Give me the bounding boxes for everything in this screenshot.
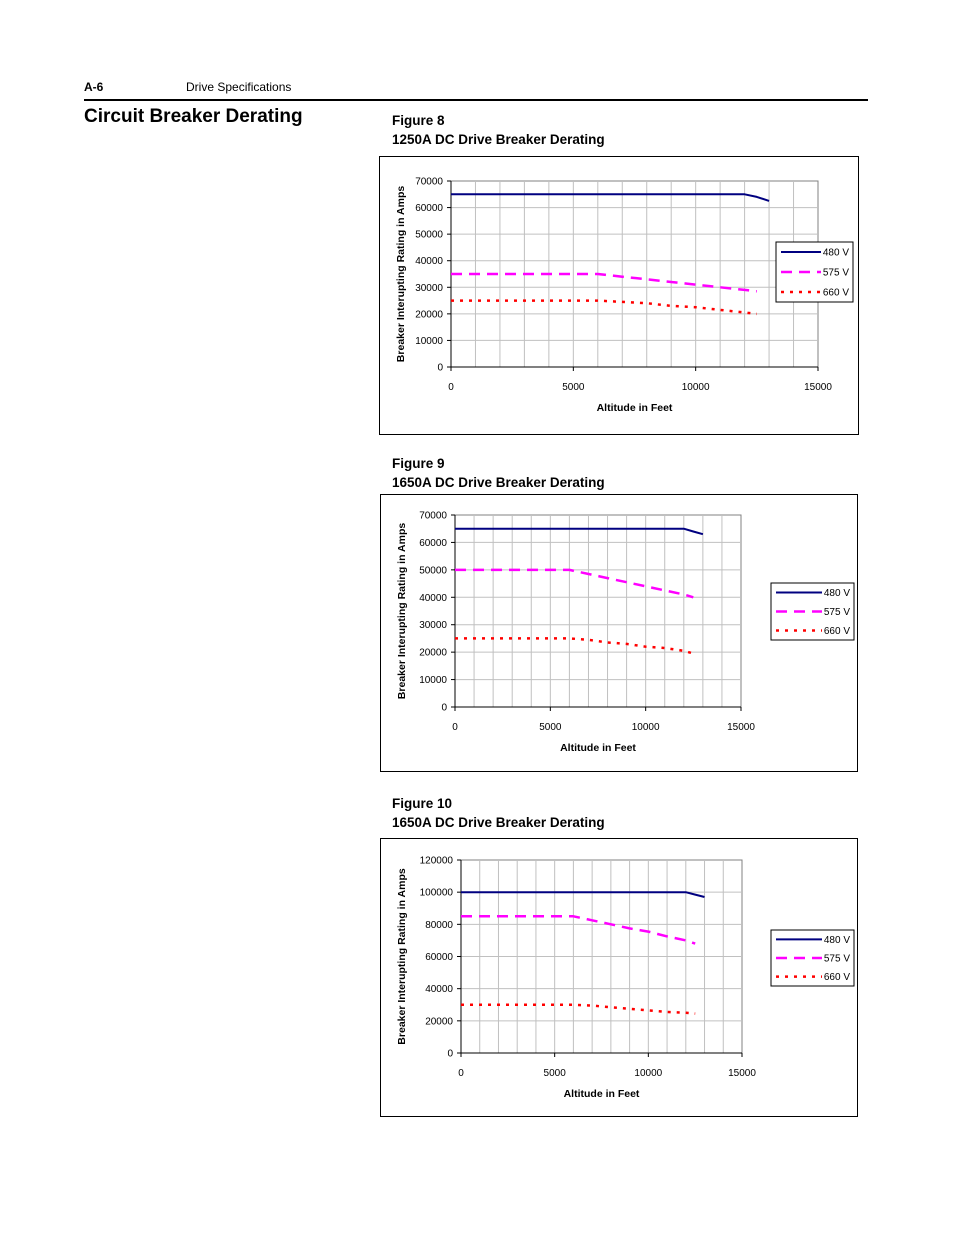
x-tick-label: 10000 bbox=[682, 382, 710, 393]
figure-9-label: Figure 9 bbox=[392, 456, 445, 471]
legend-label: 660 V bbox=[824, 972, 850, 983]
x-tick-label: 5000 bbox=[539, 722, 562, 733]
legend-label: 480 V bbox=[823, 248, 849, 259]
x-tick-label: 15000 bbox=[727, 722, 755, 733]
figure-8-caption: Figure 8 1250A DC Drive Breaker Derating bbox=[392, 111, 605, 149]
plot-area bbox=[454, 514, 742, 708]
figure-10-chart-svg: 0 20000 40000 60000 80000 100000 120000 0 5000 10… bbox=[396, 856, 855, 1100]
series-line-575v bbox=[461, 915, 696, 945]
y-tick-label: 20000 bbox=[419, 648, 447, 659]
x-tick-label: 10000 bbox=[632, 722, 660, 733]
y-tick-label: 70000 bbox=[419, 511, 447, 522]
legend: 480 V 575 V 660 V bbox=[775, 241, 854, 303]
figure-10-title: 1650A DC Drive Breaker Derating bbox=[392, 815, 605, 830]
legend-label: 480 V bbox=[824, 588, 850, 599]
y-tick-label: 0 bbox=[447, 1049, 453, 1060]
y-tick-label: 60000 bbox=[419, 538, 447, 549]
y-tick-label: 0 bbox=[437, 363, 443, 374]
y-tick-label: 70000 bbox=[415, 177, 443, 188]
y-tick-label: 20000 bbox=[425, 1016, 453, 1027]
figure-9-chart: 0 10000 20000 30000 40000 50000 60000 70000 0 500… bbox=[380, 494, 858, 772]
figure-10-caption: Figure 10 1650A DC Drive Breaker Deratin… bbox=[392, 794, 605, 832]
y-tick-label: 100000 bbox=[420, 888, 454, 899]
y-axis-title: Breaker Interupting Rating in Amps bbox=[396, 868, 408, 1045]
y-tick-label: 50000 bbox=[419, 565, 447, 576]
series-line-480v bbox=[461, 891, 705, 898]
legend-label: 660 V bbox=[824, 626, 850, 637]
y-tick-label: 20000 bbox=[415, 309, 443, 320]
series-line-660v bbox=[455, 637, 694, 655]
x-tick-label: 5000 bbox=[544, 1068, 567, 1079]
figure-8-title: 1250A DC Drive Breaker Derating bbox=[392, 132, 605, 147]
legend-label: 575 V bbox=[823, 268, 849, 279]
legend: 480 V 575 V 660 V bbox=[770, 929, 855, 987]
legend-label: 660 V bbox=[823, 288, 849, 299]
figure-8-label: Figure 8 bbox=[392, 113, 445, 128]
y-tick-label: 40000 bbox=[425, 984, 453, 995]
x-tick-label: 15000 bbox=[804, 382, 832, 393]
x-tick-label: 10000 bbox=[634, 1068, 662, 1079]
section-title: Circuit Breaker Derating bbox=[84, 106, 303, 127]
legend-label: 480 V bbox=[824, 935, 850, 946]
figure-8-chart-svg: 0 10000 20000 30000 40000 50000 60000 70000 0 500… bbox=[395, 177, 854, 414]
legend-label: 575 V bbox=[824, 954, 850, 965]
figure-8-chart: 0 10000 20000 30000 40000 50000 60000 70000 0 500… bbox=[379, 156, 859, 435]
y-tick-label: 120000 bbox=[420, 856, 454, 867]
x-tick-label: 15000 bbox=[728, 1068, 756, 1079]
header-rule bbox=[84, 99, 868, 101]
series-line-480v bbox=[451, 193, 770, 202]
y-tick-label: 0 bbox=[441, 703, 447, 714]
y-tick-label: 30000 bbox=[419, 620, 447, 631]
x-tick-label: 0 bbox=[448, 382, 454, 393]
figure-10-label: Figure 10 bbox=[392, 796, 453, 811]
y-tick-label: 40000 bbox=[415, 256, 443, 267]
y-tick-label: 10000 bbox=[415, 336, 443, 347]
running-header: Drive Specifications bbox=[186, 80, 292, 94]
x-axis-title: Altitude in Feet bbox=[560, 742, 636, 754]
series-line-575v bbox=[455, 568, 694, 599]
figure-9-chart-svg: 0 10000 20000 30000 40000 50000 60000 70000 0 500… bbox=[396, 511, 855, 754]
legend-label: 575 V bbox=[824, 607, 850, 618]
y-tick-label: 60000 bbox=[415, 203, 443, 214]
y-tick-label: 60000 bbox=[425, 952, 453, 963]
y-tick-label: 10000 bbox=[419, 675, 447, 686]
legend: 480 V 575 V 660 V bbox=[770, 582, 855, 641]
x-tick-label: 0 bbox=[452, 722, 458, 733]
x-tick-label: 5000 bbox=[562, 382, 585, 393]
series-line-660v bbox=[451, 299, 757, 316]
series-line-480v bbox=[455, 527, 704, 536]
y-axis-title: Breaker Interupting Rating in Amps bbox=[396, 523, 408, 700]
x-tick-label: 0 bbox=[458, 1068, 464, 1079]
y-tick-label: 50000 bbox=[415, 230, 443, 241]
y-tick-label: 80000 bbox=[425, 920, 453, 931]
y-tick-label: 40000 bbox=[419, 593, 447, 604]
x-axis-title: Altitude in Feet bbox=[564, 1088, 640, 1100]
y-tick-label: 30000 bbox=[415, 283, 443, 294]
figure-9-caption: Figure 9 1650A DC Drive Breaker Derating bbox=[392, 454, 605, 492]
series-line-575v bbox=[451, 272, 757, 293]
figure-9-title: 1650A DC Drive Breaker Derating bbox=[392, 475, 605, 490]
x-axis-title: Altitude in Feet bbox=[597, 402, 673, 414]
y-axis-title: Breaker Interupting Rating in Amps bbox=[395, 186, 407, 363]
page-number: A-6 bbox=[84, 80, 104, 94]
figure-10-chart: 0 20000 40000 60000 80000 100000 120000 0 5000 10… bbox=[380, 838, 858, 1117]
series-line-660v bbox=[461, 1003, 696, 1015]
